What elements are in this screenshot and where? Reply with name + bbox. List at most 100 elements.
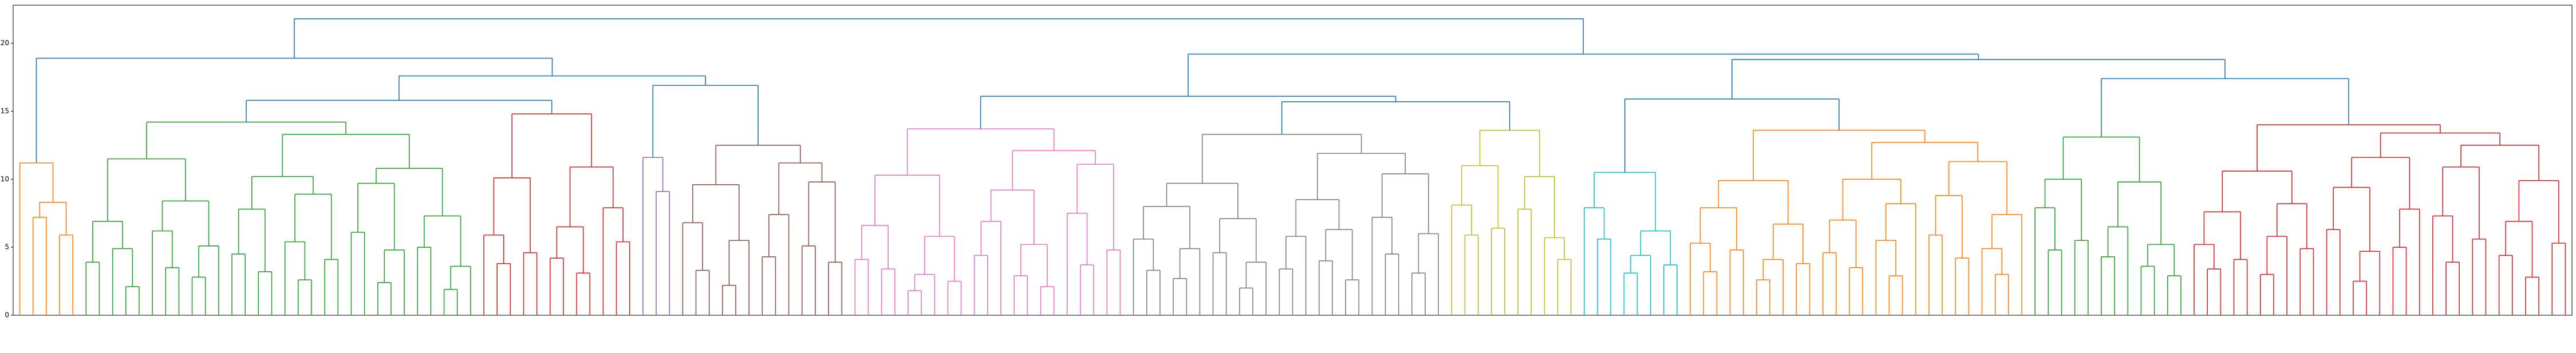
- dendrogram-link: [1212, 252, 1227, 315]
- dendrogram-link: [1418, 233, 1439, 315]
- dendrogram-link: [1557, 259, 1572, 315]
- dendrogram-link: [32, 217, 47, 315]
- dendrogram-link: [1479, 129, 1540, 177]
- dendrogram-link: [1593, 172, 1656, 231]
- dendrogram-link: [1888, 275, 1903, 315]
- dendrogram-link: [2518, 180, 2559, 244]
- y-tick-label: 10: [1, 175, 9, 183]
- dendrogram-link: [238, 208, 266, 272]
- dendrogram-link: [424, 215, 461, 267]
- dendrogram-link: [1756, 279, 1770, 315]
- dendrogram-link: [2551, 243, 2566, 315]
- dendrogram-link: [1143, 206, 1190, 249]
- dendrogram-link: [161, 200, 210, 246]
- dendrogram-link: [1663, 264, 1678, 315]
- dendrogram-link: [1461, 165, 1499, 228]
- dendrogram-link: [1597, 239, 1612, 315]
- dendrogram-link: [1762, 259, 1784, 315]
- dendrogram-link: [2048, 249, 2062, 315]
- dendrogram-link: [722, 284, 736, 315]
- y-tick-label: 15: [1, 107, 9, 115]
- dendrogram-link: [294, 18, 1584, 58]
- dendrogram-link: [1796, 263, 1810, 315]
- dendrogram-link: [112, 248, 133, 315]
- dendrogram-link: [947, 280, 962, 315]
- dendrogram-link: [1718, 180, 1789, 224]
- dendrogram-link: [2147, 244, 2175, 276]
- dendrogram-link: [924, 236, 955, 281]
- dendrogram-link: [258, 271, 273, 315]
- dendrogram-link: [1345, 279, 1360, 315]
- dendrogram-link: [2505, 221, 2533, 277]
- dendrogram-link: [1731, 59, 2226, 100]
- dendrogram-link: [569, 166, 614, 227]
- dendrogram-link: [980, 96, 1397, 129]
- dendrogram-link: [523, 252, 538, 315]
- dendrogram-link: [1166, 183, 1238, 219]
- dendrogram-link: [231, 253, 246, 315]
- y-tick-label: 20: [1, 39, 9, 47]
- dendrogram-link: [1584, 207, 1605, 315]
- dendrogram-link: [417, 247, 432, 315]
- dendrogram-link: [914, 273, 936, 315]
- dendrogram-link: [1295, 199, 1340, 237]
- dendrogram-link: [1544, 237, 1565, 315]
- dendrogram-link: [1012, 150, 1096, 191]
- dendrogram-link: [728, 240, 749, 315]
- dendrogram-link: [496, 263, 511, 315]
- dendrogram-link: [1020, 244, 1048, 287]
- dendrogram-link: [768, 214, 790, 315]
- dendrogram-link: [165, 267, 180, 315]
- dendrogram-link: [1991, 214, 2022, 315]
- dendrogram-link: [682, 222, 703, 315]
- dendrogram-link: [1319, 260, 1333, 315]
- dendrogram-link: [1849, 267, 1863, 315]
- dendrogram-link: [1179, 248, 1201, 315]
- dendrogram-link: [602, 207, 624, 315]
- dendrogram-link: [443, 289, 458, 315]
- dendrogram-link: [1491, 228, 1505, 315]
- dendrogram-link: [282, 134, 410, 177]
- dendrogram-link: [493, 177, 531, 253]
- dendrogram-link: [1753, 129, 1926, 181]
- dendrogram-link: [1875, 240, 1896, 315]
- dendrogram-link: [908, 290, 922, 315]
- dendrogram-link: [973, 255, 988, 315]
- dendrogram-link: [298, 279, 312, 315]
- dendrogram-link: [1317, 153, 1406, 200]
- dendrogram-link: [59, 234, 73, 315]
- dendrogram-link: [2107, 226, 2129, 315]
- dendrogram-link: [1451, 204, 1472, 315]
- dendrogram-link: [1173, 278, 1188, 315]
- dendrogram-link: [2392, 247, 2407, 315]
- dendrogram-link: [2442, 166, 2480, 239]
- dendrogram-link: [198, 245, 219, 315]
- dendrogram-link: [2472, 239, 2487, 315]
- dendrogram-link: [1279, 268, 1293, 315]
- dendrogram-link: [1281, 101, 1510, 134]
- dendrogram-link: [990, 189, 1035, 245]
- dendrogram-link: [2167, 275, 2181, 315]
- dendrogram-link: [1624, 98, 1840, 173]
- dendrogram-link: [642, 157, 664, 315]
- dendrogram-link: [1729, 249, 1744, 315]
- dendrogram-link: [616, 241, 630, 315]
- dendrogram-link: [1076, 164, 1114, 250]
- dendrogram-link: [801, 245, 816, 315]
- dendrogram-link: [1146, 269, 1161, 315]
- dendrogram-link: [357, 183, 395, 250]
- dendrogram-link: [399, 75, 706, 101]
- dendrogram-link: [1384, 253, 1399, 315]
- dendrogram-link: [1994, 273, 2009, 315]
- dendrogram-link: [1013, 275, 1028, 315]
- dendrogram-link: [549, 257, 564, 315]
- dendrogram-link: [2460, 145, 2539, 181]
- dendrogram-link: [1219, 218, 1257, 263]
- dendrogram-link: [284, 241, 306, 315]
- dendrogram-link: [19, 162, 54, 315]
- dendrogram-link: [35, 57, 553, 163]
- dendrogram-link: [1699, 207, 1738, 250]
- dendrogram-link: [762, 256, 776, 315]
- dendrogram-link: [2498, 255, 2513, 315]
